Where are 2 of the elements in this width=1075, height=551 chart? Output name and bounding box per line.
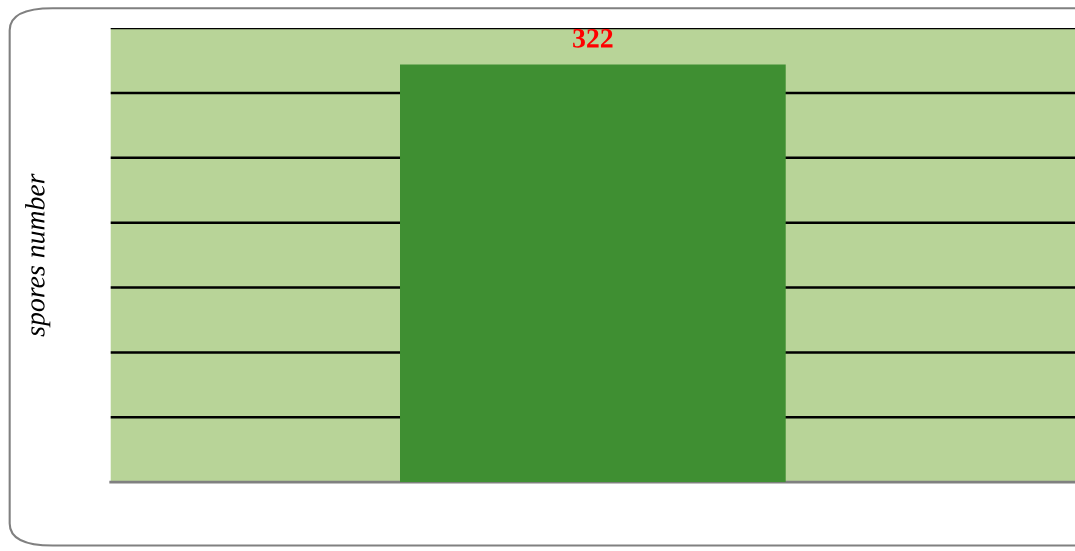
data-label: 322	[573, 29, 613, 48]
y-axis-title: spores number	[25, 173, 51, 337]
